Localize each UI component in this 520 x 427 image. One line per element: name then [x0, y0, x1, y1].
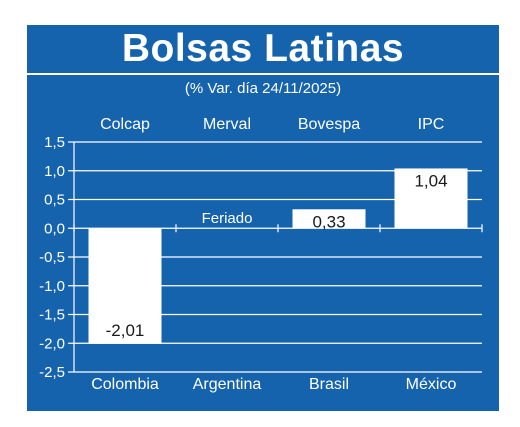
y-tick-label: 1,0 [44, 163, 65, 180]
chart-subtitle: (% Var. día 24/11/2025) [184, 80, 342, 97]
data-label: 0,33 [312, 212, 345, 231]
title-bar: Bolsas Latinas [27, 25, 499, 75]
bar [292, 209, 366, 229]
data-label: 1,04 [414, 171, 447, 190]
index-label: Bovespa [298, 116, 360, 133]
index-label: Merval [203, 116, 251, 133]
category-label: México [406, 376, 457, 393]
y-tick-label: -1,0 [39, 278, 65, 295]
data-label: -2,01 [106, 321, 145, 340]
y-tick-label: -0,5 [39, 249, 65, 266]
y-tick-label: 0,0 [44, 220, 65, 237]
bar [394, 168, 468, 229]
y-tick-label: -2,5 [39, 364, 65, 381]
category-label: Colombia [91, 376, 159, 393]
index-label: IPC [418, 116, 445, 133]
category-label: Argentina [193, 376, 262, 393]
bar-chart: 1,5 1,0 0,5 0,0 -0,5 -1,0 -1,5 -2,0 -2,5 Colcap Co… [39, 116, 483, 393]
bar [88, 228, 162, 344]
y-tick-label: -1,5 [39, 307, 65, 324]
chart-title: Bolsas Latinas [121, 27, 405, 70]
y-tick-label: 0,5 [44, 192, 65, 209]
category-label: Brasil [309, 376, 349, 393]
chart-panel: Bolsas Latinas (% Var. día 24/11/2025) 1… [27, 25, 499, 411]
index-label: Colcap [100, 116, 150, 133]
y-tick-label: -2,0 [39, 335, 65, 352]
y-tick-label: 1,5 [44, 134, 65, 151]
data-label: Feriado [202, 210, 253, 227]
